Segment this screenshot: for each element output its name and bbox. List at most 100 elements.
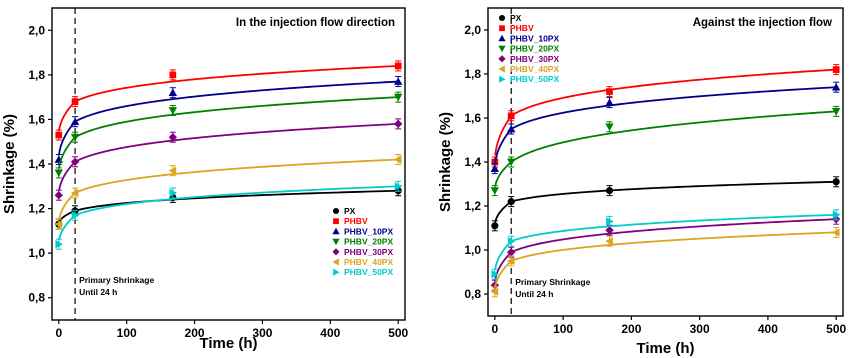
data-point <box>831 108 841 116</box>
legend-marker <box>332 227 340 235</box>
legend-label: PHBV_20PX <box>344 237 393 247</box>
data-point <box>606 88 613 95</box>
data-point <box>70 133 80 142</box>
data-point <box>490 287 499 296</box>
x-tick-label: 400 <box>758 322 778 336</box>
legend-marker <box>499 25 505 32</box>
y-tick-label: 1,0 <box>464 243 481 257</box>
left-chart-panel: 0 100 200 300 400 500 0,8 1,0 1,2 1,4 1,6 1,8 2,0 Tim… <box>1 7 409 352</box>
data-point <box>394 182 403 191</box>
chart-title: In the injection flow direction <box>236 17 395 29</box>
legend-marker <box>498 45 506 53</box>
data-point <box>70 117 80 126</box>
data-point <box>71 98 79 105</box>
series-curve <box>494 231 837 288</box>
series-curve <box>58 80 399 155</box>
y-tick-label: 1,4 <box>28 157 45 171</box>
y-tick-label: 1,6 <box>28 112 45 126</box>
data-point <box>605 187 614 195</box>
annotation-label: Primary Shrinkage <box>79 275 154 285</box>
y-tick-label: 0,8 <box>464 287 481 301</box>
series-curve <box>494 110 837 187</box>
y-axis-label: Shrinkage (%) <box>1 114 18 214</box>
x-tick-label: 300 <box>252 326 272 340</box>
data-point <box>394 93 403 102</box>
data-point <box>507 198 515 206</box>
series-curve <box>494 218 837 281</box>
y-tick-label: 0,8 <box>28 291 45 305</box>
data-point <box>54 219 63 229</box>
data-point <box>832 178 840 186</box>
x-tick-label: 500 <box>388 326 408 340</box>
data-point <box>490 187 500 195</box>
legend-marker <box>333 218 339 225</box>
data-point <box>605 237 613 246</box>
x-axis-label: Time (h) <box>199 335 257 352</box>
y-tick-label: 1,6 <box>464 111 481 125</box>
series-curve <box>58 96 399 168</box>
series-curve <box>494 180 837 223</box>
x-tick-label: 200 <box>621 322 641 336</box>
legend-marker <box>498 14 506 22</box>
data-point <box>71 211 80 220</box>
y-tick-label: 1,8 <box>464 67 481 81</box>
series-curve <box>58 122 399 191</box>
annotation-label: Until 24 h <box>79 287 117 297</box>
data-point <box>55 131 63 139</box>
annotation-label: Primary Shrinkage <box>515 277 590 287</box>
legend-marker <box>498 34 506 42</box>
x-tick-label: 0 <box>491 322 498 336</box>
data-point <box>507 256 515 266</box>
x-tick-label: 300 <box>690 322 710 336</box>
data-point <box>605 98 614 106</box>
x-tick-label: 0 <box>55 326 62 340</box>
data-point <box>70 188 79 198</box>
data-point <box>169 188 178 198</box>
legend: PXPHBVPHBV_10PXPHBV_20PXPHBV_30PXPHBV_40… <box>498 13 559 84</box>
data-point <box>168 166 177 175</box>
data-point <box>507 237 516 246</box>
legend-label: PHBV_10PX <box>344 226 393 236</box>
data-point <box>605 123 614 131</box>
data-point <box>70 157 80 166</box>
data-point <box>168 133 178 142</box>
series-phbv-30px <box>54 118 403 201</box>
legend-label: PHBV_50PX <box>344 267 393 277</box>
series-phbv <box>55 60 402 141</box>
series-curve <box>58 158 399 220</box>
data-point <box>394 155 402 164</box>
legend-label: PHBV_30PX <box>344 247 393 257</box>
series-curve <box>58 65 399 131</box>
y-axis-label: Shrinkage (%) <box>437 112 454 212</box>
x-tick-label: 500 <box>826 322 846 336</box>
data-point <box>605 226 614 235</box>
data-point <box>394 119 403 129</box>
y-tick-label: 2,0 <box>464 23 481 37</box>
legend-marker <box>332 248 340 256</box>
x-tick-label: 400 <box>320 326 340 340</box>
legend-label: PHBV <box>510 23 534 33</box>
x-tick-label: 100 <box>117 326 137 340</box>
data-point <box>54 169 63 178</box>
x-axis-label: Time (h) <box>636 340 694 357</box>
data-point <box>54 191 63 200</box>
legend-label: PHBV_50PX <box>510 74 559 84</box>
data-point <box>507 158 516 167</box>
series-curve <box>58 185 399 241</box>
legend-label: PHBV_40PX <box>510 64 559 74</box>
data-point <box>490 164 500 172</box>
legend-marker <box>333 268 340 276</box>
data-point <box>168 88 178 97</box>
y-tick-label: 1,4 <box>464 155 481 169</box>
y-tick-label: 1,0 <box>28 246 45 260</box>
data-point <box>168 107 178 115</box>
legend: PXPHBVPHBV_10PXPHBV_20PXPHBV_30PXPHBV_40… <box>332 206 393 277</box>
data-point <box>169 71 177 79</box>
data-point <box>606 217 614 226</box>
data-point <box>507 124 516 133</box>
series-curve <box>494 213 837 270</box>
y-tick-label: 2,0 <box>28 23 45 37</box>
series-curve <box>494 68 837 156</box>
series-phbv-20px <box>490 105 841 197</box>
